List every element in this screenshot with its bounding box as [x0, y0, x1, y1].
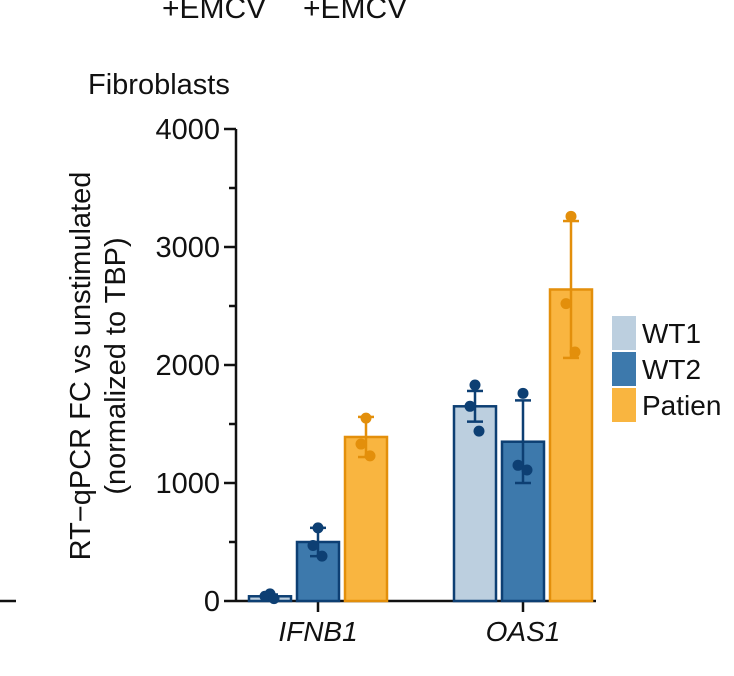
legend-swatch: [612, 316, 636, 350]
header-label-left: +EMCV: [162, 0, 266, 25]
data-point: [259, 590, 271, 602]
legend-swatch: [612, 388, 636, 422]
y-tick-label: 4000: [155, 114, 220, 146]
legend: WT1 WT2 Patien: [612, 316, 721, 422]
data-point: [560, 298, 572, 310]
bar: [343, 435, 389, 603]
y-axis-label-line2: (normalized to TBP): [100, 237, 132, 494]
data-point: [469, 379, 481, 391]
x-category-label: IFNB1: [278, 616, 357, 647]
data-point: [565, 210, 577, 222]
data-point: [512, 459, 524, 471]
chart-title: Fibroblasts: [88, 69, 230, 101]
data-point: [268, 593, 280, 605]
data-point: [312, 522, 324, 534]
data-point: [360, 412, 372, 424]
data-point: [517, 387, 529, 399]
legend-label: Patien: [642, 390, 721, 421]
header-label-right: +EMCV: [303, 0, 407, 25]
legend-label: WT2: [642, 354, 701, 385]
legend-label: WT1: [642, 318, 701, 349]
y-tick-label: 3000: [155, 232, 220, 264]
bar: [452, 405, 498, 603]
data-point: [364, 450, 376, 462]
data-point: [307, 540, 319, 552]
axes: 0 1000 2000 3000 4000 IFNB1 OAS1: [155, 114, 596, 647]
y-tick-label: 2000: [155, 350, 220, 382]
y-tick-label: 0: [204, 586, 220, 618]
data-point: [316, 550, 328, 562]
data-point: [569, 346, 581, 358]
data-point: [521, 464, 533, 476]
legend-swatch: [612, 352, 636, 386]
bars-layer: [247, 210, 594, 605]
data-point: [473, 425, 485, 437]
x-category-label: OAS1: [486, 616, 561, 647]
data-point: [355, 438, 367, 450]
y-tick-label: 1000: [155, 468, 220, 500]
y-axis-label-line1: RT−qPCR FC vs unstimulated: [65, 172, 97, 561]
data-point: [464, 400, 476, 412]
